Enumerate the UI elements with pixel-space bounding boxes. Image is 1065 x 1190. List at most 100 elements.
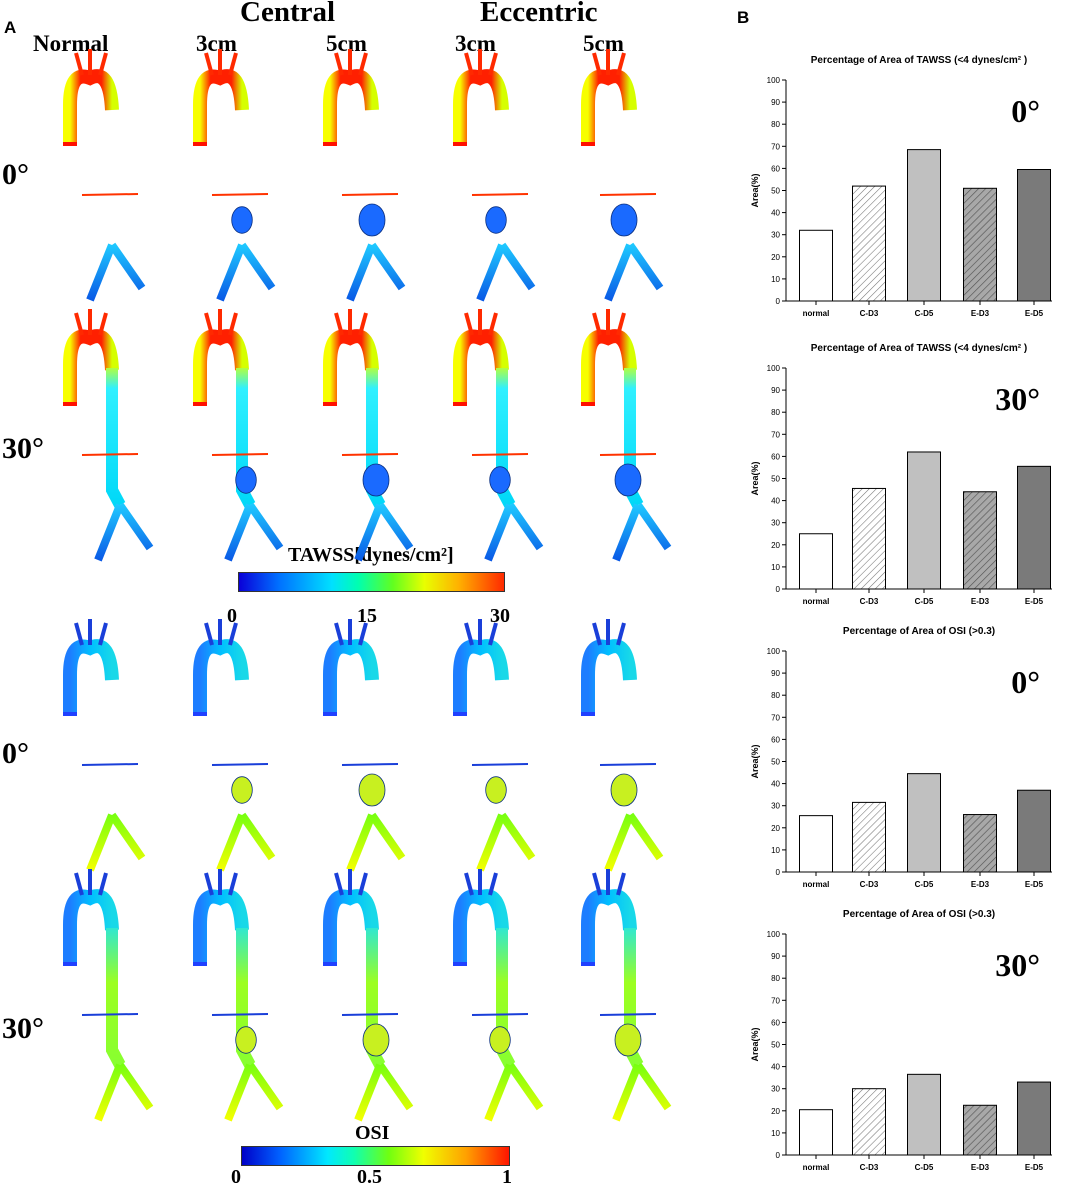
iliac-branches	[86, 812, 146, 872]
y-tick-label: 30	[771, 519, 780, 528]
iliac-branches	[224, 502, 284, 562]
aorta-model-osi-2-2	[323, 619, 406, 872]
supra-aortic-branch	[358, 622, 368, 646]
y-tick-label: 10	[771, 1129, 780, 1138]
x-tick-label: C-D3	[860, 309, 879, 318]
supra-aortic-branch	[488, 312, 498, 336]
y-tick-label: 70	[771, 996, 780, 1005]
y-tick-label: 20	[771, 541, 780, 550]
bar-e-d3	[963, 491, 997, 590]
y-tick-label: 30	[771, 1085, 780, 1094]
supra-aortic-branch	[592, 52, 602, 76]
y-tick-label: 0	[776, 1151, 781, 1160]
descending-aorta	[106, 368, 126, 508]
group-header-eccentric: Eccentric	[480, 0, 598, 28]
aneurysm-bulge	[231, 776, 253, 804]
iliac-branches	[86, 242, 146, 302]
supra-aortic-branch	[204, 312, 214, 336]
aortic-arch	[581, 69, 637, 145]
supra-aortic-branch	[74, 872, 84, 896]
chart-title: Percentage of Area of OSI (>0.3)	[843, 909, 995, 920]
descending-aorta	[106, 928, 126, 1068]
y-tick-label: 80	[771, 691, 780, 700]
aortic-arch	[193, 889, 249, 965]
cross-section-marker	[81, 763, 139, 766]
y-tick-label: 50	[771, 475, 780, 484]
supra-aortic-branch	[334, 622, 344, 646]
aorta-model-osi-2-3	[453, 619, 536, 872]
y-tick-label: 0	[776, 868, 781, 877]
y-tick-label: 10	[771, 563, 780, 572]
aortic-arch	[453, 639, 509, 715]
aortic-arch	[323, 69, 379, 145]
y-tick-label: 10	[771, 275, 780, 284]
supra-aortic-branch	[334, 312, 344, 336]
x-tick-label: normal	[803, 597, 830, 606]
iliac-branches	[612, 502, 672, 562]
aneurysm-bulge	[485, 776, 507, 804]
supra-aortic-branch	[488, 872, 498, 896]
iliac-branches	[476, 242, 536, 302]
supra-aortic-branch	[228, 872, 238, 896]
bar-c-d5	[907, 773, 941, 873]
row-label-osi-30: 30°	[2, 1012, 44, 1045]
cross-section-marker	[81, 1013, 139, 1016]
x-tick-label: E-D3	[971, 1163, 990, 1172]
aortic-arch	[63, 639, 119, 715]
aorta-model-tawss-0-4	[581, 49, 664, 302]
x-tick-label: E-D3	[971, 880, 990, 889]
aneurysm-bulge	[358, 203, 386, 237]
aorta-model-tawss-0-1	[193, 49, 276, 302]
column-header-normal: Normal	[33, 31, 109, 56]
x-tick-label: E-D5	[1025, 1163, 1044, 1172]
aortic-arch	[63, 889, 119, 965]
y-tick-label: 80	[771, 974, 780, 983]
bar-c-d5	[907, 149, 941, 302]
supra-aortic-branch	[616, 622, 626, 646]
bar-normal	[799, 815, 833, 873]
bar-c-d5	[907, 451, 941, 590]
iliac-branches	[94, 502, 154, 562]
panel-a-label: A	[4, 18, 17, 37]
ascending-aorta-inlet	[63, 712, 77, 716]
bar-c-d3	[852, 801, 886, 873]
bar-chart-1: Percentage of Area of TAWSS (<4 dynes/cm…	[750, 343, 1052, 606]
iliac-branches	[476, 812, 536, 872]
supra-aortic-branch	[204, 52, 214, 76]
colorbar-osi-tick-max: 1	[502, 1166, 512, 1188]
bar-normal	[799, 1109, 833, 1156]
aneurysm-bulge	[235, 1026, 257, 1054]
aorta-model-tawss-0-3	[453, 49, 536, 302]
x-tick-label: E-D3	[971, 597, 990, 606]
x-tick-label: C-D3	[860, 880, 879, 889]
aorta-model-osi-3-0	[63, 869, 154, 1122]
aorta-model-tawss-1-3	[453, 309, 544, 562]
y-tick-label: 80	[771, 120, 780, 129]
aorta-model-tawss-1-1	[193, 309, 284, 562]
aortic-arch	[581, 639, 637, 715]
colorbar-tawss-tick-mid: 15	[357, 605, 377, 627]
column-header-central-5cm: 5cm	[326, 31, 367, 56]
ascending-aorta-inlet	[581, 962, 595, 966]
bar-normal	[799, 229, 833, 302]
aorta-model-tawss-1-0	[63, 309, 154, 562]
x-tick-label: C-D5	[915, 880, 934, 889]
bar-e-d3	[963, 814, 997, 873]
y-tick-label: 90	[771, 98, 780, 107]
chart-title: Percentage of Area of TAWSS (<4 dynes/cm…	[811, 343, 1027, 354]
cross-section-marker	[599, 453, 657, 456]
iliac-branches	[224, 1062, 284, 1122]
y-tick-label: 20	[771, 824, 780, 833]
bar-e-d5	[1017, 169, 1051, 302]
y-tick-label: 40	[771, 780, 780, 789]
bar-e-d5	[1017, 1081, 1051, 1156]
cross-section-marker	[341, 1013, 399, 1016]
aortic-arch	[63, 329, 119, 405]
supra-aortic-branch	[464, 52, 474, 76]
aorta-model-osi-3-4	[581, 869, 672, 1122]
bar-normal	[799, 533, 833, 590]
iliac-branches	[94, 1062, 154, 1122]
aortic-arch	[581, 329, 637, 405]
aorta-model-osi-3-2	[323, 869, 414, 1122]
